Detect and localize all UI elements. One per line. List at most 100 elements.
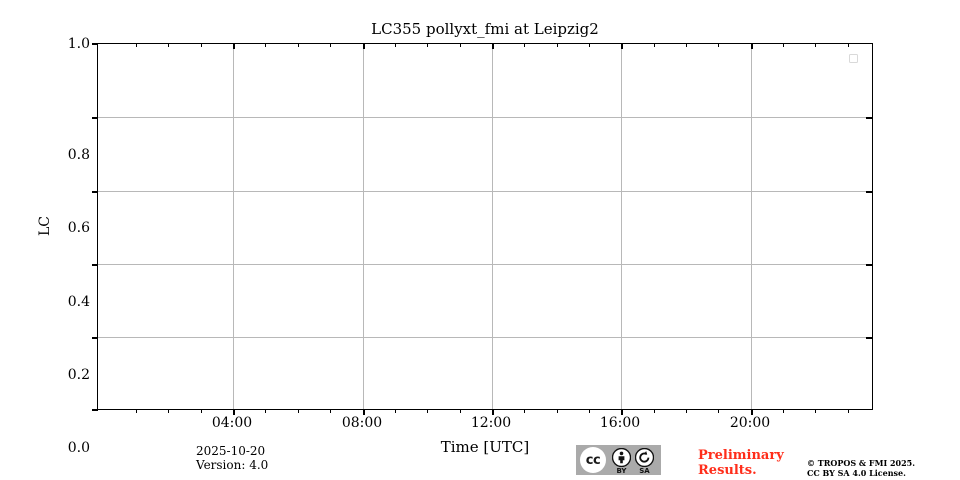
gridline-y-0.8	[98, 117, 872, 118]
copyright-line-1: © TROPOS & FMI 2025.	[807, 458, 916, 468]
tick-top-0400	[233, 44, 235, 49]
footer-date-version: 2025-10-20 Version: 4.0	[196, 444, 268, 472]
tick-top-minor-16	[783, 44, 784, 47]
tick-top-minor-4	[265, 44, 266, 47]
y-tick-label-3: 0.6	[67, 220, 90, 236]
cc-sa-share-alike-icon	[634, 447, 655, 468]
tick-top-minor-13	[654, 44, 655, 47]
gridline-x-2000	[751, 44, 752, 409]
footer-version: Version: 4.0	[196, 458, 269, 472]
tick-bottom-minor-9	[460, 409, 461, 413]
tick-bottom-minor-1	[136, 409, 137, 413]
cc-by-person-icon	[611, 447, 632, 468]
tick-top-minor-6	[330, 44, 331, 47]
tick-top-2000	[751, 44, 753, 49]
plot-inner	[98, 44, 872, 409]
tick-bottom-minor-14	[686, 409, 687, 413]
plot-area[interactable]	[92, 43, 873, 415]
gridline-y-0.6	[98, 191, 872, 192]
tick-bottom-minor-12	[589, 409, 590, 413]
tick-bottom-1600	[621, 409, 623, 415]
tick-top-minor-17	[815, 44, 816, 47]
tick-bottom-minor-6	[330, 409, 331, 413]
y-axis-tick-labels: 0.0 0.2 0.4 0.6 0.8 1.0	[40, 37, 90, 455]
gridline-x-1600	[621, 44, 622, 409]
tick-left-0.0	[92, 409, 98, 411]
x-tick-label-0400: 04:00	[211, 415, 253, 431]
legend-empty-marker[interactable]	[849, 54, 858, 63]
tick-top-minor-10	[524, 44, 525, 47]
tick-bottom-minor-16	[783, 409, 784, 413]
tick-top-minor-1	[136, 44, 137, 47]
tick-bottom-minor-7	[395, 409, 396, 413]
footer-date: 2025-10-20	[196, 444, 266, 458]
gridline-y-0.4	[98, 264, 872, 265]
x-axis-title: Time [UTC]	[440, 438, 530, 456]
x-tick-label-1600: 16:00	[599, 415, 641, 431]
tick-top-minor-9	[460, 44, 461, 47]
tick-top-0800	[363, 44, 365, 49]
tick-bottom-minor-2	[168, 409, 169, 413]
tick-bottom-minor-18	[848, 409, 849, 413]
tick-right-0.6	[866, 191, 872, 193]
tick-bottom-minor-5	[298, 409, 299, 413]
gridline-x-0800	[363, 44, 364, 409]
cc-sa-label: SA	[639, 467, 650, 475]
tick-bottom-minor-8	[427, 409, 428, 413]
cc-by-label: BY	[616, 467, 627, 475]
tick-bottom-minor-15	[718, 409, 719, 413]
tick-top-1600	[621, 44, 623, 49]
tick-bottom-minor-10	[524, 409, 525, 413]
x-tick-label-0800: 08:00	[341, 415, 383, 431]
y-tick-label-5: 1.0	[67, 36, 90, 52]
tick-left-0.4	[92, 264, 98, 266]
tick-right-0.2	[866, 337, 872, 339]
tick-top-minor-15	[718, 44, 719, 47]
tick-bottom-0800	[363, 409, 365, 415]
x-tick-label-2000: 20:00	[729, 415, 771, 431]
tick-top-minor-14	[686, 44, 687, 47]
tick-right-0.4	[866, 264, 872, 266]
y-tick-label-1: 0.2	[67, 367, 90, 383]
tick-top-1200	[492, 44, 494, 49]
y-tick-label-0: 0.0	[67, 440, 90, 456]
preliminary-line-2: Results.	[698, 463, 757, 478]
tick-left-0.6	[92, 191, 98, 193]
cc-logo-icon: cc	[580, 447, 606, 473]
tick-top-minor-12	[589, 44, 590, 47]
tick-bottom-0400	[233, 409, 235, 415]
preliminary-results-notice: Preliminary Results.	[698, 448, 784, 478]
tick-bottom-minor-3	[201, 409, 202, 413]
tick-top-minor-5	[298, 44, 299, 47]
tick-top-minor-7	[395, 44, 396, 47]
tick-left-0.8	[92, 117, 98, 119]
tick-bottom-minor-13	[654, 409, 655, 413]
copyright-line-2: CC BY SA 4.0 License.	[807, 468, 906, 478]
tick-bottom-2000	[751, 409, 753, 415]
tick-right-0.8	[866, 117, 872, 119]
copyright-notice: © TROPOS & FMI 2025. CC BY SA 4.0 Licens…	[807, 458, 915, 478]
gridline-x-1200	[492, 44, 493, 409]
tick-left-0.2	[92, 337, 98, 339]
tick-bottom-minor-4	[265, 409, 266, 413]
gridline-x-0400	[233, 44, 234, 409]
gridline-y-0.2	[98, 337, 872, 338]
y-axis-title: LC	[37, 215, 53, 237]
cc-badge-icons: cc	[576, 445, 661, 473]
tick-left-1.0	[92, 43, 98, 45]
chart-title: LC355 pollyxt_fmi at Leipzig2	[371, 20, 599, 38]
x-tick-label-1200: 12:00	[470, 415, 512, 431]
preliminary-line-1: Preliminary	[698, 448, 784, 463]
y-tick-label-2: 0.4	[67, 294, 90, 310]
tick-top-minor-2	[168, 44, 169, 47]
tick-top-minor-3	[201, 44, 202, 47]
tick-bottom-minor-17	[815, 409, 816, 413]
creative-commons-badge[interactable]: cc BY SA	[576, 445, 661, 475]
tick-top-minor-11	[557, 44, 558, 47]
tick-top-minor-18	[848, 44, 849, 47]
y-tick-label-4: 0.8	[67, 147, 90, 163]
tick-bottom-minor-11	[557, 409, 558, 413]
tick-bottom-1200	[492, 409, 494, 415]
tick-top-minor-8	[427, 44, 428, 47]
